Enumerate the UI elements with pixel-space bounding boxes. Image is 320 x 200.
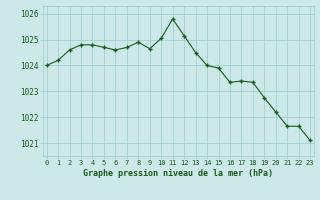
- X-axis label: Graphe pression niveau de la mer (hPa): Graphe pression niveau de la mer (hPa): [84, 169, 273, 178]
